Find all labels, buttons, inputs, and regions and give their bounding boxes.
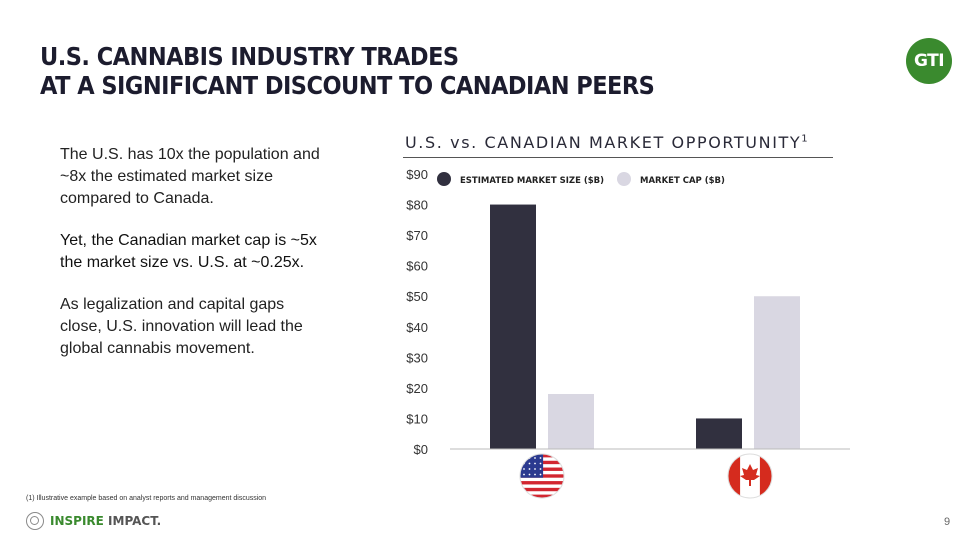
footer-brand: INSPIRE IMPACT. bbox=[50, 514, 161, 528]
legend-label: MARKET CAP ($B) bbox=[640, 176, 725, 186]
paragraph-market-cap: Yet, the Canadian market cap is ~5x the … bbox=[60, 232, 317, 271]
bar-market-size-us bbox=[490, 204, 536, 449]
y-axis: $0 $10 $20 $30 $40 $50 $60 $70 $80 $90 bbox=[406, 167, 428, 457]
y-tick-label: $30 bbox=[406, 350, 428, 365]
bar-chart: ESTIMATED MARKET SIZE ($B) MARKET CAP ($B… bbox=[406, 167, 850, 499]
bar-market-cap-canada bbox=[754, 296, 800, 449]
y-tick-label: $70 bbox=[406, 228, 428, 243]
us-flag-icon bbox=[520, 454, 564, 498]
legend-swatch bbox=[437, 172, 451, 186]
y-tick-label: $60 bbox=[406, 259, 428, 274]
chart-title-footnote-marker: 1 bbox=[801, 133, 808, 145]
legend-label: ESTIMATED MARKET SIZE ($B) bbox=[460, 176, 604, 186]
slide-title: U.S. CANNABIS INDUSTRY TRADES AT A SIGNI… bbox=[40, 42, 655, 100]
y-tick-label: $90 bbox=[406, 167, 428, 182]
body-text: The U.S. has 10x the population and ~8x … bbox=[60, 144, 320, 380]
bar-market-size-canada bbox=[696, 418, 742, 449]
y-tick-label: $10 bbox=[406, 411, 428, 426]
chart-title: U.S. vs. CANADIAN MARKET OPPORTUNITY1 bbox=[405, 133, 808, 152]
y-tick-label: $80 bbox=[406, 198, 428, 213]
paragraph-innovation: As legalization and capital gaps close, … bbox=[60, 296, 303, 357]
gti-logo: GTI bbox=[906, 38, 952, 84]
y-tick-label: $0 bbox=[414, 442, 428, 457]
bar-market-cap-us bbox=[548, 394, 594, 449]
fingerprint-icon bbox=[26, 512, 44, 530]
chart-title-rule bbox=[403, 157, 833, 158]
footer-brand-impact: IMPACT. bbox=[103, 514, 162, 528]
page-number: 9 bbox=[944, 516, 951, 528]
chart-legend: ESTIMATED MARKET SIZE ($B) MARKET CAP ($B… bbox=[437, 172, 725, 186]
footer-brand-inspire: INSPIRE bbox=[50, 514, 104, 528]
chart-title-text: U.S. vs. CANADIAN MARKET OPPORTUNITY bbox=[405, 133, 802, 152]
y-tick-label: $20 bbox=[406, 381, 428, 396]
title-line-2: AT A SIGNIFICANT DISCOUNT TO CANADIAN PE… bbox=[40, 71, 655, 100]
title-line-1: U.S. CANNABIS INDUSTRY TRADES bbox=[40, 42, 459, 71]
y-tick-label: $50 bbox=[406, 289, 428, 304]
paragraph-population: The U.S. has 10x the population and ~8x … bbox=[60, 146, 320, 207]
y-tick-label: $40 bbox=[406, 320, 428, 335]
footnote: (1) Illustrative example based on analys… bbox=[26, 495, 267, 502]
bars bbox=[490, 204, 800, 449]
footer-logo: INSPIRE IMPACT. bbox=[26, 512, 161, 530]
category-icons bbox=[519, 453, 773, 499]
legend-swatch bbox=[617, 172, 631, 186]
